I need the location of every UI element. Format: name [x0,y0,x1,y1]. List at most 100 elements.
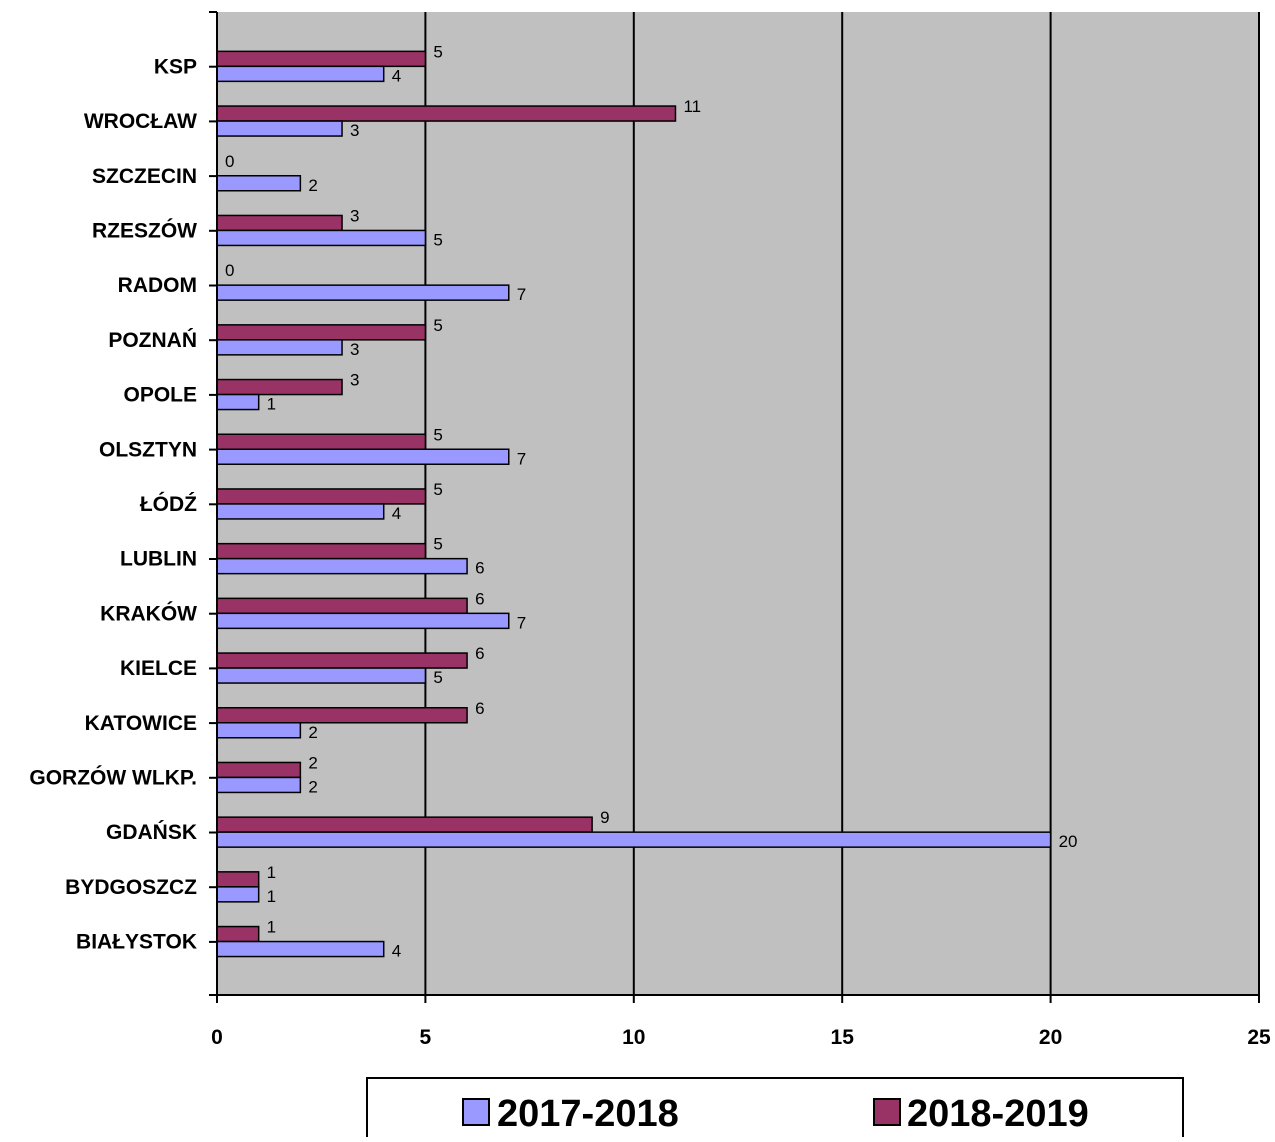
data-label: 6 [475,644,484,663]
legend-swatch [462,1098,490,1126]
data-label: 5 [433,230,442,249]
bar-2017-2018 [216,776,302,794]
bar-2017-2018 [216,120,343,137]
category-label: GORZÓW WLKP. [29,765,197,789]
bar-2018-2019 [216,433,427,450]
bar-2018-2019 [216,214,343,232]
bar-2017-2018 [216,831,1052,848]
bar-2018-2019 [216,324,427,341]
bar-2018-2019 [216,105,677,122]
data-label: 5 [433,42,442,61]
x-tick-label: 25 [1247,1026,1271,1049]
category-label: ŁÓDŹ [140,492,197,516]
data-label: 3 [350,206,359,225]
data-label: 1 [267,918,276,937]
bar-2017-2018 [216,722,302,739]
data-label: 5 [433,480,442,499]
x-tick-label: 15 [831,1026,855,1049]
data-label: 2 [308,723,317,742]
data-label: 3 [350,340,359,359]
x-tick-label: 10 [622,1026,645,1049]
data-label: 4 [392,504,401,523]
legend-label: 2017-2018 [497,1093,679,1135]
data-label: 4 [392,66,401,85]
data-label: 6 [475,589,484,608]
bar-2017-2018 [216,448,510,465]
bar-2017-2018 [216,503,385,520]
bar-2017-2018 [216,175,302,192]
data-label: 5 [433,535,442,554]
category-label: GDAŃSK [106,821,197,844]
x-tick-label: 0 [211,1026,223,1049]
bar-2017-2018 [216,886,260,903]
bar-2018-2019 [216,871,260,888]
data-label: 0 [225,152,234,171]
bar-2017-2018 [216,65,385,83]
legend-swatch [873,1098,901,1126]
data-label: 1 [267,887,276,906]
data-label: 5 [433,425,442,444]
axes [209,11,1260,1003]
category-label: WROCŁAW [84,110,197,133]
bar-2018-2019 [216,707,468,724]
category-label: KATOWICE [85,712,197,735]
data-label: 20 [1059,832,1078,851]
data-label: 1 [267,863,276,882]
category-label: KRAKÓW [100,601,197,625]
bar-2018-2019 [216,542,427,560]
bar-2018-2019 [216,50,427,68]
data-label: 7 [517,449,526,468]
bars [216,50,1052,958]
data-label: 3 [350,371,359,390]
data-label: 7 [517,613,526,632]
data-label: 11 [683,97,701,116]
category-label: LUBLIN [120,548,197,571]
category-label: BYDGOSZCZ [65,876,197,899]
data-label: 7 [517,285,526,304]
data-label: 4 [392,942,401,961]
bar-2018-2019 [216,761,302,779]
legend-box [366,1077,1184,1142]
data-label: 2 [308,753,317,772]
labels: KSP54WROCŁAW113SZCZECIN02RZESZÓW35RADOM0… [29,42,1271,1049]
category-label: RZESZÓW [92,218,197,242]
data-label: 3 [350,121,359,140]
data-label: 6 [475,559,484,578]
bar-2018-2019 [216,652,468,669]
data-label: 1 [267,395,276,414]
bar-2017-2018 [216,940,385,958]
bar-2018-2019 [216,378,343,396]
data-label: 2 [308,176,317,195]
bar-2017-2018 [216,557,468,575]
bar-2018-2019 [216,488,427,505]
bar-2017-2018 [216,393,260,411]
bar-2018-2019 [216,816,593,833]
category-label: POZNAŃ [108,329,197,352]
data-label: 9 [600,808,609,827]
category-label: KSP [154,55,197,78]
x-tick-label: 5 [420,1026,432,1049]
data-label: 0 [225,261,234,280]
category-label: OLSZTYN [99,438,197,461]
data-label: 2 [308,777,317,796]
bar-2017-2018 [216,612,510,630]
category-label: SZCZECIN [92,165,197,188]
category-label: RADOM [118,274,197,297]
data-label: 5 [433,316,442,335]
legend-label: 2018-2019 [907,1093,1089,1135]
category-label: KIELCE [120,657,197,680]
bar-2017-2018 [216,339,343,356]
bar-2018-2019 [216,925,260,943]
legend: 2017-2018 2018-2019 [366,1077,1184,1142]
category-label: OPOLE [123,384,197,407]
bar-2017-2018 [216,667,427,684]
bar-2018-2019 [216,597,468,615]
data-label: 6 [475,699,484,718]
data-label: 5 [433,668,442,687]
category-label: BIAŁYSTOK [76,931,197,954]
x-tick-label: 20 [1039,1026,1062,1049]
bar-2017-2018 [216,284,510,301]
bar-2017-2018 [216,229,427,247]
